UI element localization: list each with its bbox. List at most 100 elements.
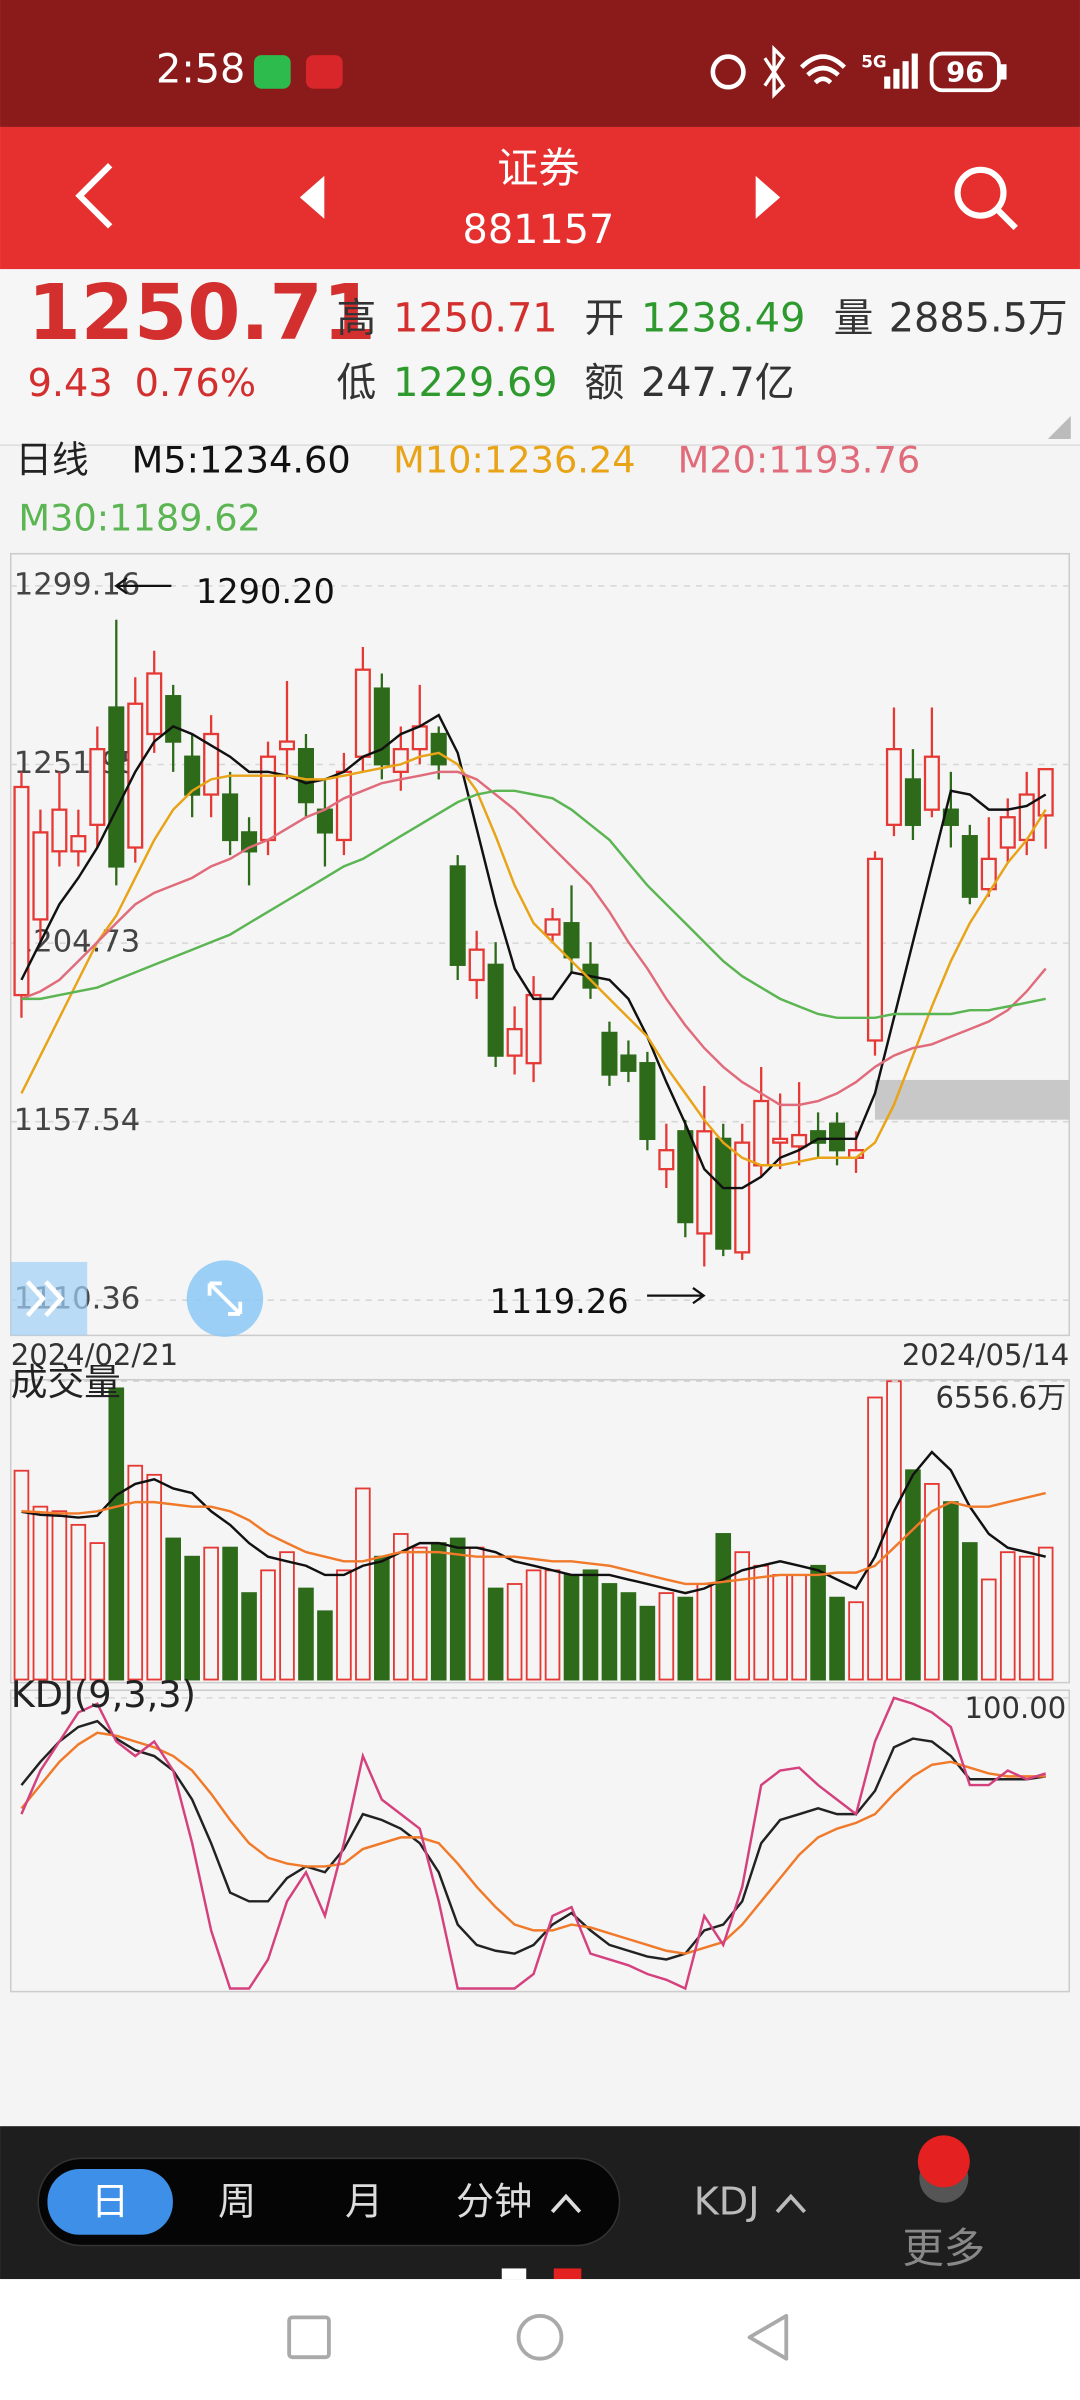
x-tick-label: 2024/02/21 [11,1338,178,1372]
candle-body [961,835,978,898]
volume-bar [70,1523,87,1681]
candle-body [563,922,580,959]
candle-body [278,740,296,751]
volume-bar [241,1592,257,1681]
low-label: 低 [337,360,377,406]
candle-body [297,748,314,804]
legend-entry: M20:1193.76 [678,438,921,481]
high-label: 高 [337,296,377,342]
more-button[interactable]: 更多 [903,2225,986,2273]
candle-body [316,808,333,834]
candle-body [525,993,542,1065]
indicator-button[interactable]: KDJ [694,2181,760,2225]
volume-bar [317,1610,333,1681]
candle-body [734,1141,751,1254]
volume-bar [677,1596,694,1681]
last-price: 1250.71 [28,269,376,358]
volume-bar [734,1551,751,1681]
volume-bar [962,1542,978,1681]
chevron [775,2193,807,2214]
volume-bar [203,1546,219,1681]
candle-body [449,865,466,966]
period-tab[interactable]: 分钟 [456,2181,532,2225]
candle-body [354,668,371,758]
candle-body [829,1122,846,1152]
volume-bar [355,1487,371,1681]
chart-title: 成交量 [11,1361,121,1404]
wechat-icon [253,55,291,89]
y-tick-label: 1204.73 [14,925,140,960]
series-line [20,1719,1046,1961]
price-band [874,1079,1070,1120]
search-lens [954,166,1007,219]
volume-bar [980,1578,997,1681]
legend-entry: M10:1236.24 [393,438,636,481]
candle-body [184,755,201,796]
volume-bar [506,1583,523,1681]
open-label: 开 [584,296,624,342]
period-tab[interactable]: 月 [345,2181,383,2225]
candle-body [108,706,125,868]
collapse-button[interactable] [10,1261,88,1336]
page-dot [553,2268,582,2280]
period-switch [37,2157,621,2247]
page-dot [501,2268,527,2280]
period-selected [47,2169,173,2235]
price-change-pct: 0.76% [135,362,256,406]
open-value: 1238.49 [641,296,805,342]
candle-body [620,1054,637,1072]
volume-bar [51,1510,68,1681]
period-tab[interactable]: 日 [91,2181,129,2225]
volume-bar [89,1542,106,1681]
search-button[interactable] [954,166,1018,231]
clock: 2:58 [156,46,245,92]
volume-bar [127,1464,144,1681]
volume-bar [999,1551,1016,1681]
header-code: 881157 [463,207,615,253]
prev-button[interactable] [299,175,325,219]
series-line [20,1731,1046,1955]
period-tab[interactable]: 周 [218,2181,256,2225]
plots: 日线1299.161251.951204.731157.541110.36M5:… [10,438,1070,1991]
volume-bar [260,1569,276,1681]
candle-body [753,1099,770,1167]
volume-bar [298,1587,314,1681]
volume-bar [279,1551,295,1681]
volume-bar [146,1473,163,1681]
collapse-arrows [25,1280,65,1318]
series-line [21,789,1046,1020]
volume-bar [411,1546,428,1681]
amount-label: 额 [584,360,624,406]
header [0,126,1080,270]
next-button[interactable] [755,175,781,219]
high-value: 1250.71 [393,296,557,342]
more-dot [917,2135,970,2188]
nav-bar [0,2279,1080,2400]
back-button[interactable] [75,163,113,229]
header-title: 证券 [497,144,580,192]
chart-title: 日线 [15,438,88,481]
series-line [21,770,1047,1107]
y-tick-label: 100.00 [965,1691,1067,1725]
price-change: 9.43 [28,362,113,406]
candle-body [127,702,144,849]
candle-body [980,857,997,891]
candle-body [885,748,902,826]
volume-bar [943,1501,959,1681]
volume-bar [924,1483,940,1681]
candle-body [696,1130,713,1235]
network-label: 5G [861,52,887,72]
battery-level: 96 [946,56,984,88]
alarm-icon [710,54,746,90]
recents-button[interactable] [287,2315,331,2360]
candle-body [487,963,504,1057]
back-nav-button[interactable] [747,2313,789,2361]
search-handle [995,207,1018,231]
candle-body [430,732,447,766]
candle-body [13,785,30,997]
volume-bar [1018,1555,1035,1681]
candle-body [601,1031,618,1076]
volume-bar [13,1469,30,1681]
home-button[interactable] [516,2313,564,2361]
